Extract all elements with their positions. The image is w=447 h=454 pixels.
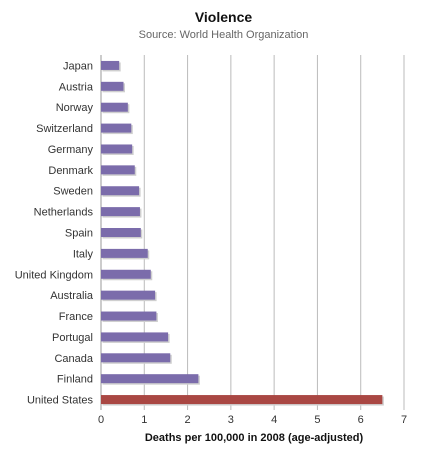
- bar: [101, 81, 124, 91]
- x-tick-label: 4: [271, 414, 277, 426]
- bar: [101, 102, 128, 112]
- category-label: Finland: [57, 374, 93, 386]
- bar: [101, 269, 151, 279]
- grid-lines: [100, 55, 405, 410]
- category-label: Italy: [73, 248, 94, 260]
- category-label: Canada: [54, 353, 93, 365]
- bar: [101, 165, 135, 175]
- x-tick-label: 7: [401, 414, 407, 426]
- x-tick-label: 3: [228, 414, 234, 426]
- bar: [101, 332, 169, 342]
- x-tick-labels: 0 1 2 3 4 5 6 7: [98, 414, 407, 426]
- bar: [101, 60, 120, 70]
- bar: [101, 311, 157, 321]
- x-tick-label: 6: [358, 414, 364, 426]
- category-label: Spain: [65, 228, 93, 240]
- chart-title: Violence: [194, 9, 253, 25]
- category-label: Portugal: [52, 332, 93, 344]
- category-labels: Japan Austria Norway Switzerland Germany Denm…: [15, 60, 94, 406]
- bar: [101, 228, 141, 237]
- bar: [101, 144, 133, 154]
- category-label: Japan: [63, 60, 93, 72]
- bar: [101, 395, 383, 405]
- x-axis-label: Deaths per 100,000 in 2008 (age-adjusted…: [145, 432, 364, 444]
- bar: [101, 248, 148, 258]
- bar: [101, 186, 140, 196]
- category-label: Denmark: [48, 165, 93, 177]
- category-label: Switzerland: [36, 123, 93, 135]
- x-tick-label: 5: [314, 414, 320, 426]
- category-label: Germany: [48, 144, 94, 156]
- bar: [101, 290, 156, 300]
- category-label: Norway: [56, 102, 94, 114]
- category-label: Australia: [50, 290, 94, 302]
- x-tick-label: 0: [98, 414, 104, 426]
- category-label: Netherlands: [34, 207, 94, 219]
- bar: [101, 353, 171, 363]
- x-tick-label: 2: [185, 414, 191, 426]
- category-label: United Kingdom: [15, 269, 93, 281]
- category-label: France: [59, 311, 93, 323]
- category-label: United States: [27, 395, 94, 407]
- chart-subtitle: Source: World Health Organization: [138, 29, 309, 41]
- bar: [101, 123, 132, 133]
- category-label: Austria: [59, 81, 94, 93]
- bar: [101, 207, 140, 217]
- bar: [101, 374, 199, 384]
- category-label: Sweden: [53, 186, 93, 198]
- bars: [101, 60, 384, 406]
- x-tick-label: 1: [141, 414, 147, 426]
